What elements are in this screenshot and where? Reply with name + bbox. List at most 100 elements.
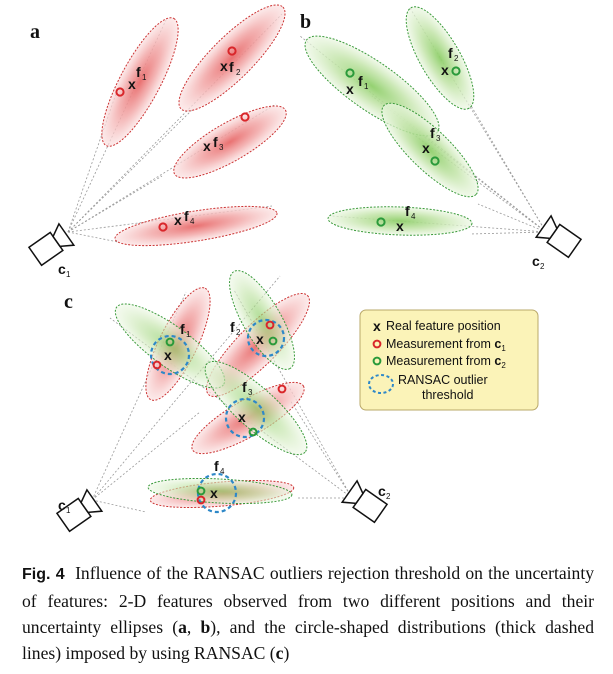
real-pos-c-f2: x [256,331,264,347]
ellipse-c-green-f3 [204,360,308,456]
real-pos-c-f1: x [164,347,172,363]
meas-c2-c-f4 [196,486,206,496]
meas-c2-b-f3 [430,156,440,166]
legend-real-marker: x [373,318,381,334]
svg-text:c: c [532,253,540,269]
real-pos-b-f2: x [441,62,449,78]
caption-text-2: ), and the circle-shaped distributions (… [22,617,594,663]
svg-text:c: c [58,497,66,513]
svg-text:4: 4 [220,467,225,476]
ellipse-b-f3 [381,102,479,198]
meas-c1-a-f3 [240,112,250,122]
legend-ransac-marker [368,374,394,394]
svg-text:f: f [229,59,234,75]
svg-text:f: f [405,203,410,219]
meas-c1-a-f2 [227,46,237,56]
panel-b-label: b [300,11,311,33]
svg-text:2: 2 [454,54,459,63]
svg-text:3: 3 [436,134,441,143]
svg-text:c: c [58,261,66,277]
legend-box [359,309,539,411]
real-pos-b-f3: x [422,140,430,156]
caption-sep: , [186,617,201,637]
real-pos-b-f4: x [396,218,404,234]
ransac-threshold-f1 [149,334,191,376]
svg-text:f: f [184,208,189,224]
svg-text:f: f [214,458,219,474]
svg-text:f: f [448,45,453,61]
svg-text:1: 1 [66,506,71,515]
ellipse-a-f3 [173,105,287,179]
meas-c1-a-f1 [115,87,125,97]
svg-text:2: 2 [386,492,391,501]
legend-c2-marker [372,356,382,366]
panel-c-sight-lines [91,275,353,513]
ellipse-c-green-f4 [147,477,293,505]
meas-c1-c-f2 [265,320,275,330]
camera-c2-icon [534,214,583,259]
svg-text:1: 1 [66,270,71,279]
ellipse-a-f2 [178,4,286,112]
svg-text:3: 3 [248,388,253,397]
svg-text:2: 2 [236,328,241,337]
svg-text:2: 2 [540,262,545,271]
svg-text:f: f [180,321,185,337]
svg-text:f: f [430,125,435,141]
svg-text:4: 4 [411,212,416,221]
caption-text-3: ) [283,643,290,663]
meas-c2-b-f4 [376,217,386,227]
svg-text:3: 3 [219,143,224,152]
caption-label: Fig. 4 [22,566,65,583]
svg-text:f: f [230,319,235,335]
svg-text:f: f [358,73,363,89]
meas-c2-b-f1 [345,68,355,78]
svg-text:f: f [136,64,141,80]
meas-c1-c-f3 [277,384,287,394]
legend: x Real feature position Measurement from… [359,309,539,411]
svg-text:1: 1 [142,73,147,82]
legend-real-text: Real feature position [386,319,501,333]
svg-text:4: 4 [190,217,195,226]
ellipse-a-f4 [114,205,278,247]
meas-c2-c-f2 [268,336,278,346]
caption-ref-b: b [200,617,211,637]
legend-c2-text: Measurement from c2 [386,354,506,370]
panel-c: c [55,270,539,533]
meas-c2-c-f3 [248,427,258,437]
caption-ref-a: a [178,617,187,637]
real-pos-c-f3: x [238,409,246,425]
real-pos-a-f1: x [128,76,136,92]
legend-ransac-text-1: RANSAC outlier [398,373,488,387]
real-pos-b-f1: x [346,81,354,97]
ellipse-b-f2 [405,6,475,110]
caption-text-1: Influence of the RANSAC outliers rejecti… [22,563,595,637]
svg-text:f: f [213,134,218,150]
figure-caption: Fig. 4 Influence of the RANSAC outliers … [22,560,594,666]
panel-a-label: a [30,21,40,43]
svg-text:1: 1 [364,82,369,91]
real-pos-a-f4: x [174,212,182,228]
ransac-threshold-f2 [246,318,286,358]
legend-ransac-text-2: threshold [422,388,473,402]
meas-c2-c-f1 [165,337,175,347]
real-pos-a-f3: x [203,138,211,154]
legend-c1-text: Measurement from c1 [386,337,506,353]
svg-text:f: f [242,379,247,395]
camera-c1-icon [27,222,76,267]
